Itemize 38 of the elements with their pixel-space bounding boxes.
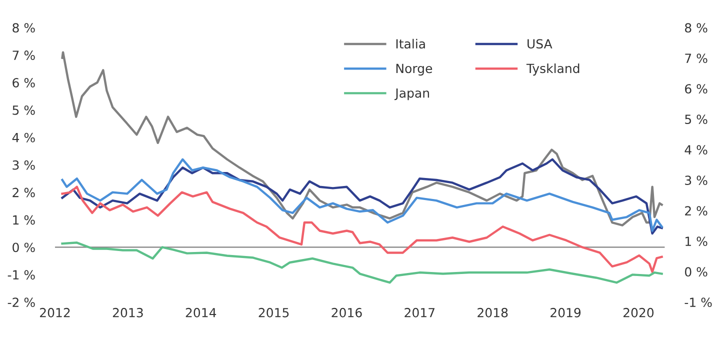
line-series	[61, 242, 663, 284]
legend-label: Japan	[394, 88, 429, 100]
x-tick-label: 2015	[258, 308, 289, 318]
y-tick-label: -2 %	[8, 298, 35, 308]
y2-tick-label: -1 %	[684, 298, 712, 308]
x-tick-label: 2019	[550, 308, 581, 318]
y2-tick-label: 2 %	[685, 206, 708, 216]
legend-label: USA	[528, 39, 552, 49]
y2-tick-label: 0 %	[684, 267, 708, 277]
legend-label: Tyskland	[526, 63, 580, 76]
y-tick-label: 7 %	[12, 50, 35, 60]
x-tick-label: 2012	[40, 308, 70, 318]
y-tick-label: 2 %	[12, 188, 35, 198]
legend-label: Norge	[396, 64, 432, 76]
x-tick-label: 2013	[112, 308, 143, 318]
x-tick-label: 2014	[186, 308, 216, 318]
x-tick-label: 2016	[332, 308, 362, 318]
y2-tick-label: 3 %	[685, 176, 708, 186]
y-tick-label: 6 %	[12, 78, 35, 88]
y-tick-label: -1 %	[8, 270, 35, 280]
y-tick-label: 3 %	[12, 160, 35, 170]
x-tick-label: 2017	[404, 308, 434, 318]
line-series	[61, 186, 663, 274]
y-tick-label: 4 %	[12, 132, 35, 142]
y2-tick-label: 1 %	[686, 236, 708, 246]
legend-label: Italia	[396, 38, 425, 49]
y-tick-label: 1 %	[13, 215, 35, 225]
y-tick-label: 8 %	[12, 23, 35, 33]
y2-tick-label: 6 %	[685, 84, 708, 94]
x-tick-label: 2018	[478, 308, 508, 318]
y-tick-label: 5 %	[12, 105, 35, 115]
line-series	[61, 51, 663, 226]
y2-tick-label: 8 %	[685, 23, 708, 33]
y2-tick-label: 7 %	[685, 54, 708, 64]
x-tick-label: 2020	[623, 308, 654, 318]
y-tick-label: 0 %	[12, 242, 35, 252]
y2-tick-label: 5 %	[685, 114, 708, 124]
y2-tick-label: 4 %	[684, 145, 708, 155]
